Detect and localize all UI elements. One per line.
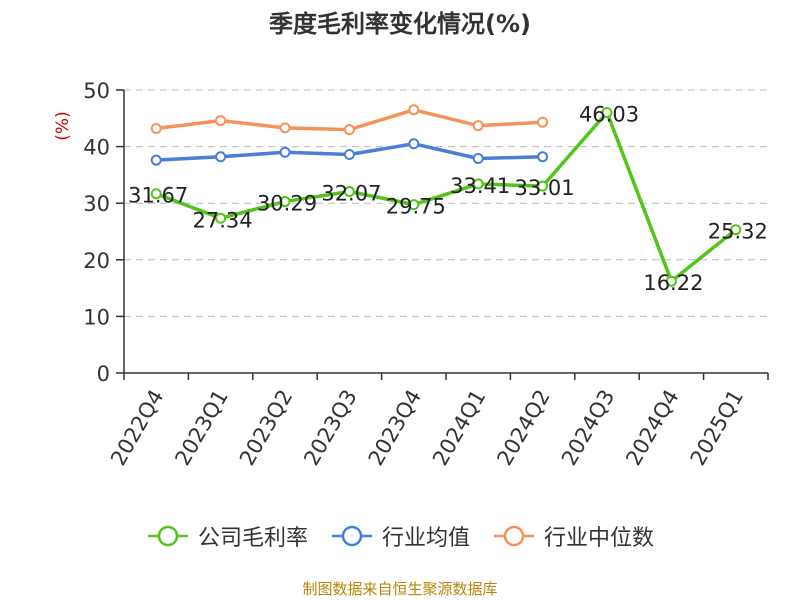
legend-item[interactable]: 行业中位数 <box>492 520 654 552</box>
data-point <box>150 188 162 200</box>
data-point <box>279 122 291 134</box>
y-tick-label: 30 <box>83 192 110 216</box>
y-tick-label: 40 <box>83 136 110 160</box>
data-point <box>408 104 420 116</box>
data-point <box>408 138 420 150</box>
x-tick-label: 2024Q1 <box>428 386 490 470</box>
series-layer <box>150 104 742 287</box>
legend-label: 行业均值 <box>381 526 470 551</box>
x-tick-label: 2023Q3 <box>299 386 361 470</box>
legend-marker-icon <box>494 525 534 547</box>
x-tick-label: 2024Q2 <box>492 386 554 470</box>
y-tick-label: 0 <box>97 362 110 386</box>
x-tick-label: 2023Q2 <box>235 386 297 470</box>
x-tick-label: 2023Q1 <box>170 386 232 470</box>
data-label: 33.41 <box>450 174 510 198</box>
data-point <box>215 151 227 163</box>
data-point <box>472 120 484 132</box>
chart-title: 季度毛利率变化情况(%) <box>269 10 531 38</box>
data-point <box>343 149 355 161</box>
data-point <box>472 152 484 164</box>
x-tick-label: 2025Q1 <box>686 386 748 470</box>
data-point <box>279 146 291 158</box>
data-point <box>730 224 742 236</box>
data-point <box>537 116 549 128</box>
data-point <box>408 199 420 211</box>
series-line <box>155 110 737 283</box>
data-point <box>537 180 549 192</box>
data-point <box>665 275 677 287</box>
x-tick-label: 2022Q4 <box>106 386 168 470</box>
data-label: 33.01 <box>515 176 575 200</box>
data-point <box>343 185 355 197</box>
x-tick-label: 2024Q4 <box>621 386 683 470</box>
data-label: 25.32 <box>708 220 768 244</box>
data-point <box>150 122 162 134</box>
data-point <box>215 115 227 127</box>
legend-item[interactable]: 公司毛利率 <box>146 520 308 552</box>
legend-marker-icon <box>331 525 372 547</box>
data-label: 31.67 <box>128 184 188 208</box>
data-label: 46.03 <box>579 102 639 126</box>
source-note: 制图数据来自恒生聚源数据库 <box>302 580 498 598</box>
data-label: 29.75 <box>386 195 446 219</box>
data-label: 27.34 <box>193 208 253 232</box>
y-axis-label: (%) <box>53 111 73 140</box>
x-tick-label: 2024Q3 <box>557 386 619 470</box>
data-label: 30.29 <box>257 192 317 216</box>
legend-label: 公司毛利率 <box>197 526 308 551</box>
legend: 公司毛利率 行业均值 行业中位数 <box>0 520 800 552</box>
data-point <box>343 124 355 136</box>
data-label: 32.07 <box>321 181 381 205</box>
data-label: 16.22 <box>643 271 703 295</box>
data-point <box>279 196 291 208</box>
legend-label: 行业中位数 <box>544 526 655 551</box>
y-tick-label: 20 <box>83 249 110 273</box>
data-point <box>215 212 227 224</box>
y-tick-label: 10 <box>83 305 110 329</box>
data-point <box>537 151 549 163</box>
y-tick-label: 50 <box>83 79 110 103</box>
legend-marker-icon <box>147 525 188 547</box>
x-tick-label: 2023Q4 <box>364 386 426 470</box>
legend-item[interactable]: 行业均值 <box>330 520 470 552</box>
data-point <box>601 106 613 118</box>
data-point <box>472 178 484 190</box>
data-point <box>150 154 162 166</box>
